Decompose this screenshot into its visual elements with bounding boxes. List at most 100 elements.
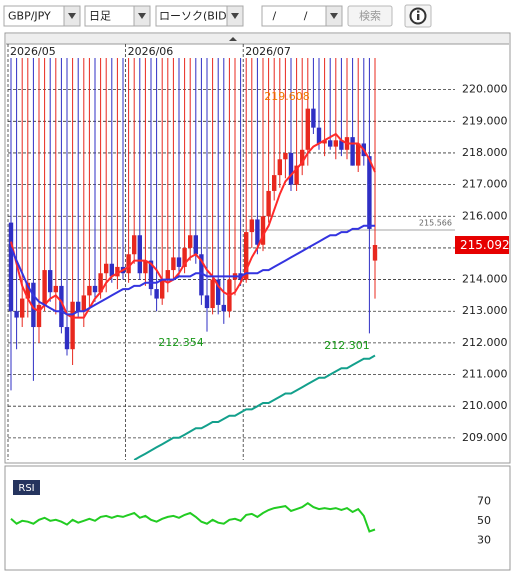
y-tick-label: 211.000 [462, 368, 508, 381]
rsi-lines [10, 501, 376, 533]
candle-body [244, 232, 249, 280]
panel-header [6, 34, 509, 44]
candle-body [260, 216, 266, 245]
candle-body [137, 235, 142, 274]
candle-body [48, 270, 53, 293]
candle-body [277, 159, 282, 176]
candle-body [36, 304, 42, 328]
candle-body [294, 165, 299, 185]
candle-body [182, 247, 187, 267]
info-icon [417, 14, 420, 20]
candle-body [249, 219, 254, 233]
symbol: GBP/JPY [8, 10, 51, 23]
candle-body [109, 263, 114, 277]
last-price: 215.092 [460, 238, 510, 252]
candle-body [367, 156, 372, 229]
toolbar: GBP/JPY 日足 ローソク(BID) / / 検索 [3, 4, 432, 28]
chart-type: ローソク(BID) [159, 10, 231, 23]
candle-body [20, 298, 25, 318]
candle-body [221, 304, 226, 312]
candle-body [188, 235, 193, 248]
period: 日足 [89, 10, 111, 23]
candle-body [372, 245, 378, 261]
candle-body [176, 257, 182, 267]
candle-body [132, 235, 137, 255]
candle-body [42, 270, 47, 305]
candle-body [199, 254, 204, 296]
collapse-arrow[interactable] [229, 37, 237, 41]
y-tick-label: 209.000 [462, 431, 508, 444]
y-tick-label: 213.000 [462, 304, 508, 317]
indicator-badge [13, 480, 40, 495]
y-tick-label: 30 [477, 533, 491, 546]
candle-body [70, 301, 75, 350]
search-label: 検索 [359, 9, 381, 23]
dropdown-arrow [138, 13, 146, 19]
rsi-chart: 30 50 70 RSI [10, 480, 491, 546]
candle-body [193, 235, 198, 255]
reference-label: 215.566 [419, 219, 452, 228]
candle-body [311, 108, 316, 128]
high-label: 219.608 [264, 90, 310, 103]
candle-body [64, 327, 70, 350]
candle-body [283, 152, 288, 160]
last-price-box [455, 236, 509, 255]
candle-body [160, 279, 165, 299]
y-tick-label: 220.000 [462, 83, 508, 96]
candle-body [356, 143, 361, 166]
candle-body [316, 127, 322, 144]
candle-body [126, 254, 131, 274]
candle-body [25, 282, 30, 299]
candle-body [255, 219, 260, 245]
dropdown-arrow [68, 13, 76, 19]
candle-body [59, 285, 64, 328]
x-tick-label: 2026/07 [245, 45, 291, 58]
dropdown-arrow [330, 13, 338, 19]
candles [8, 58, 378, 460]
y-tick-label: 70 [477, 494, 491, 507]
y-tick-label: 216.000 [462, 209, 508, 222]
low-label: 212.354 [158, 336, 204, 349]
candle-body [98, 273, 103, 293]
y-tick-label: 212.000 [462, 336, 508, 349]
candle-body [171, 257, 176, 271]
candle-body [266, 190, 271, 217]
candle-body [53, 285, 58, 293]
info-icon [417, 10, 420, 13]
candle-body [14, 311, 19, 318]
x-tick-label: 2026/06 [128, 45, 174, 58]
indicator-title: RSI [18, 483, 34, 494]
rsi-line [10, 501, 376, 533]
candle-body [148, 260, 154, 290]
candle-body [305, 108, 310, 150]
candle-body [165, 270, 170, 280]
candle-body [31, 282, 36, 328]
moving-average [10, 132, 376, 319]
candle-body [300, 149, 305, 166]
candle-body [339, 140, 344, 150]
x-tick-label: 2026/05 [10, 45, 56, 58]
y-tick-label: 217.000 [462, 178, 508, 191]
candle-body [8, 222, 14, 312]
candle-body [92, 285, 98, 293]
candle-body [333, 140, 338, 147]
candle-body [350, 137, 355, 166]
low-label: 212.301 [324, 339, 370, 352]
date: / / [273, 10, 320, 23]
candle-body [322, 140, 327, 144]
candle-body [204, 295, 210, 309]
candle-body [288, 152, 294, 185]
search-button[interactable] [347, 5, 393, 27]
candle-body [210, 279, 215, 309]
candle-body [272, 175, 277, 191]
y-tick-label: 218.000 [462, 146, 508, 159]
price-chart: 209.000 210.000 211.000 212.000 213.000 214.0… [7, 44, 510, 460]
moving-average [10, 224, 375, 316]
candle-body [87, 285, 92, 296]
y-tick-label: 219.000 [462, 114, 508, 127]
y-tick-label: 214.000 [462, 273, 508, 286]
y-tick-label: 210.000 [462, 399, 508, 412]
